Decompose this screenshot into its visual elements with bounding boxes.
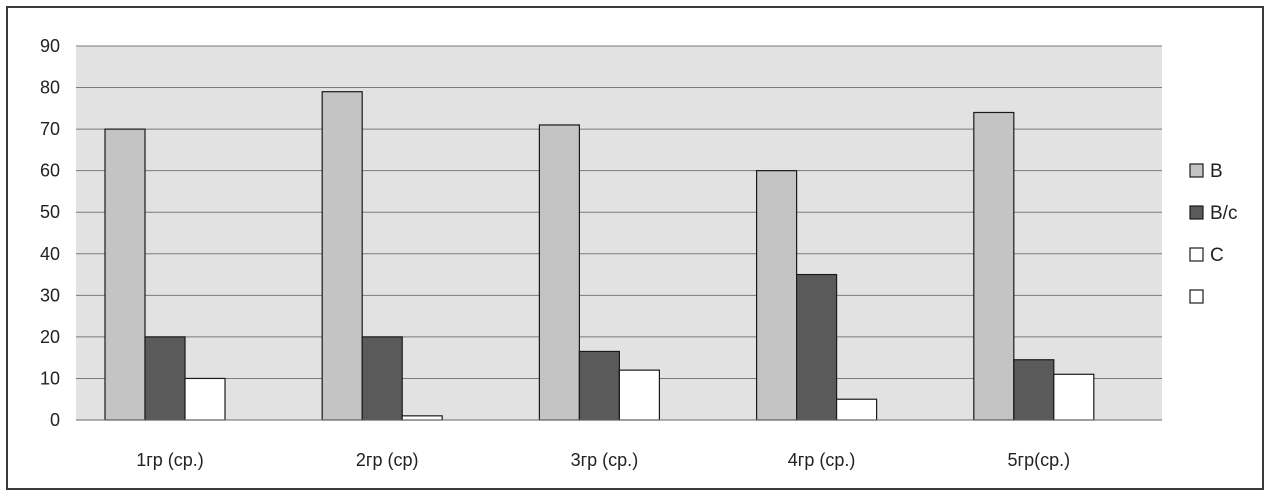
legend-swatch	[1189, 163, 1204, 178]
y-tick-label: 0	[50, 410, 60, 430]
bar-2	[795, 273, 838, 421]
y-tick-label: 90	[40, 36, 60, 56]
category-label: 3гр (ср.)	[571, 450, 639, 470]
bar-1	[538, 124, 581, 421]
legend: В В/с С	[1189, 161, 1237, 304]
bar-1	[973, 111, 1015, 421]
legend-label: В/с	[1210, 203, 1237, 224]
y-tick-label: 70	[40, 119, 60, 139]
bars	[104, 91, 1095, 421]
y-tick-label: 60	[40, 161, 60, 181]
y-tick-label: 50	[40, 202, 60, 222]
legend-swatch	[1189, 289, 1204, 304]
bar-1	[104, 128, 146, 421]
legend-swatch	[1189, 247, 1204, 262]
bar-2	[578, 350, 621, 421]
bar-3	[1053, 373, 1095, 421]
bar-3	[618, 369, 661, 421]
bar-2	[144, 336, 186, 421]
bar-3	[401, 415, 443, 421]
y-tick-label: 30	[40, 285, 60, 305]
y-tick-label: 80	[40, 78, 60, 98]
category-labels: 1гр (ср.) 2гр (ср) 3гр (ср.) 4гр (ср.) 5гр(с…	[136, 450, 1070, 470]
bar-3	[184, 377, 226, 421]
bar-2	[361, 336, 403, 421]
y-tick-label: 20	[40, 327, 60, 347]
y-tick-label: 40	[40, 244, 60, 264]
category-label: 4гр (ср.)	[788, 450, 856, 470]
y-tick-labels: 0 10 20 30 40 50 60 70 80 90	[40, 36, 60, 430]
category-label: 2гр (ср)	[356, 450, 419, 470]
bar-2	[1013, 359, 1055, 421]
bar-3	[835, 398, 878, 421]
legend-swatch	[1189, 205, 1204, 220]
y-tick-label: 10	[40, 368, 60, 388]
legend-label: В	[1210, 161, 1223, 182]
category-label: 1гр (ср.)	[136, 450, 204, 470]
category-label: 5гр(ср.)	[1008, 450, 1071, 470]
bar-1	[755, 170, 798, 421]
legend-label: С	[1210, 245, 1224, 266]
bar-1	[321, 91, 363, 421]
